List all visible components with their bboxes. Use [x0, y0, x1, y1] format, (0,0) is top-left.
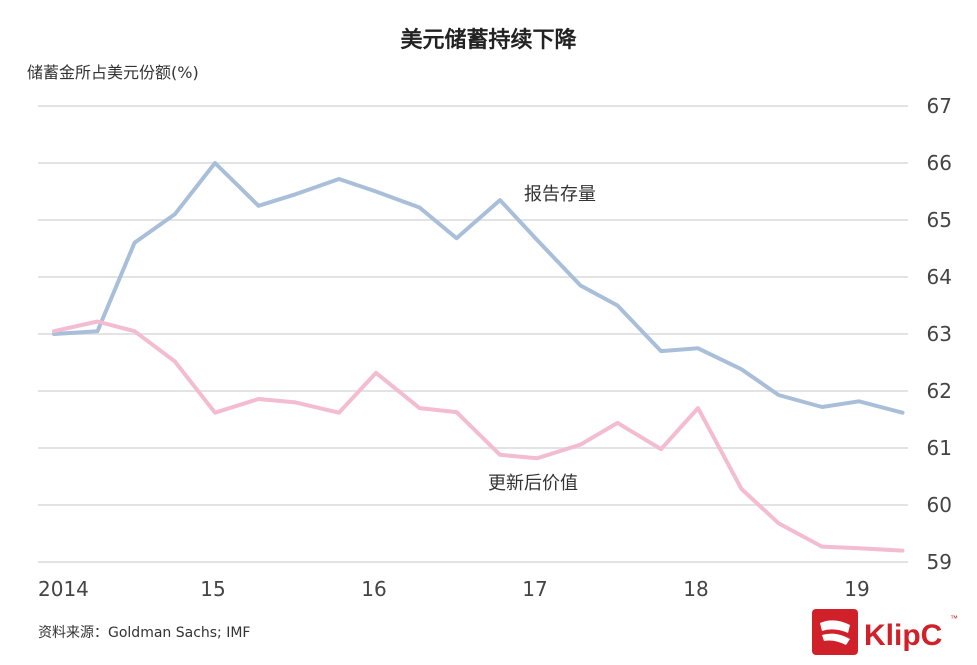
y-axis-label: 储蓄金所占美元份额(%)	[27, 63, 199, 82]
chart-title: 美元储蓄持续下降	[400, 28, 577, 53]
series-lines	[52, 161, 905, 553]
klipc-logo: KlipC ™	[812, 609, 958, 655]
x-tick-17: 17	[522, 577, 547, 601]
annotation-0: 报告存量	[524, 184, 596, 205]
source-note: 资料来源：Goldman Sachs; IMF	[38, 625, 251, 641]
y-tick-67: 67	[927, 94, 952, 118]
x-tick-19: 19	[844, 577, 869, 601]
x-tick-2014: 2014	[38, 577, 89, 601]
y-tick-62: 62	[927, 379, 952, 403]
svg-text:KlipC: KlipC	[864, 619, 942, 652]
y-tick-labels: 59 60 61 62 63 64 65 66 67	[927, 94, 952, 574]
y-tick-65: 65	[927, 208, 952, 232]
svg-text:™: ™	[950, 614, 958, 623]
annotation-1: 更新后价值	[488, 473, 578, 494]
series-line-1	[52, 319, 905, 553]
y-tick-63: 63	[927, 322, 952, 346]
y-tick-64: 64	[927, 265, 952, 289]
y-tick-66: 66	[927, 151, 952, 175]
x-tick-18: 18	[683, 577, 708, 601]
y-tick-59: 59	[927, 550, 952, 574]
gridlines	[38, 105, 908, 563]
y-tick-60: 60	[927, 493, 952, 517]
x-tick-16: 16	[361, 577, 386, 601]
x-tick-labels: 2014 15 16 17 18 19	[38, 577, 870, 601]
x-tick-15: 15	[200, 577, 225, 601]
series-line-0	[52, 161, 905, 415]
y-tick-61: 61	[927, 436, 952, 460]
